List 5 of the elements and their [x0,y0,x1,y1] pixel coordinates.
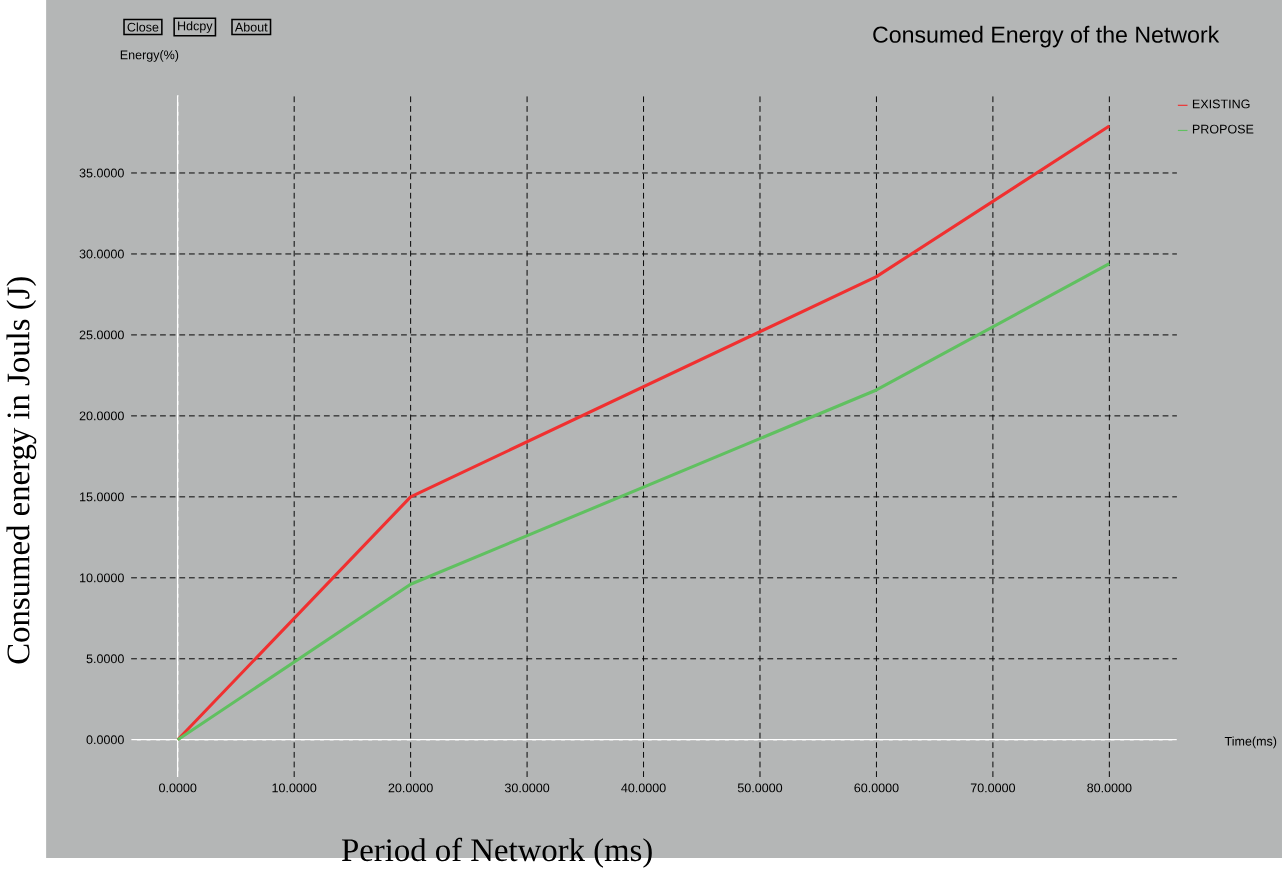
chart-title: Consumed Energy of the Network [873,25,1220,48]
y-axis-title: Consumed energy in Jouls (J) [6,277,37,664]
x-axis-title: Period of Network (ms) [341,837,652,868]
line-series [176,124,1111,742]
line-series [176,262,1111,742]
